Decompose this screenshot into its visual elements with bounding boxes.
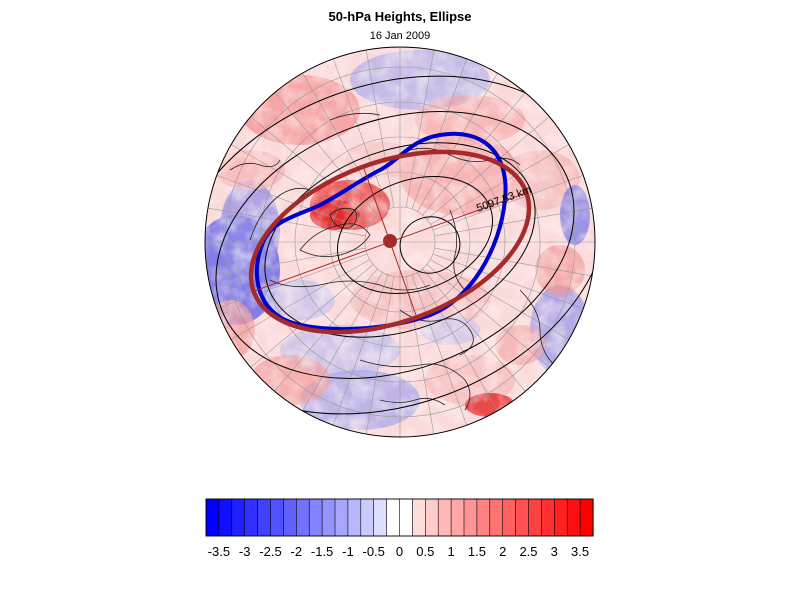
- colorbar-cell: [476, 498, 491, 537]
- meridian-line: [417, 68, 501, 212]
- colorbar-cell: [502, 498, 517, 537]
- colorbar-cell: [360, 498, 375, 537]
- ellipse-center-marker: [383, 234, 397, 248]
- colorbar-tick-label: 2: [499, 544, 506, 559]
- polar-map: 5097.83 km: [204, 46, 596, 438]
- meridian-line: [299, 272, 383, 416]
- meridian-line: [211, 173, 368, 231]
- meridian-line: [432, 173, 589, 231]
- colorbar-cell: [347, 498, 362, 537]
- colorbar-cell: [270, 498, 284, 537]
- colorbar-tick-label: -0.5: [362, 544, 384, 559]
- vortex-edge-contour: [254, 131, 508, 332]
- colorbar-cell: [244, 498, 259, 537]
- colorbar-tick-label: -3: [239, 544, 251, 559]
- meridian-line: [405, 47, 436, 208]
- colorbar-cell: [308, 498, 323, 537]
- colorbar-cell: [553, 498, 568, 537]
- height-contours: [205, 75, 595, 415]
- colorbar-cell: [412, 498, 426, 537]
- globe-border: [204, 46, 596, 438]
- colorbar-cell: [541, 498, 555, 537]
- colorbar-cell: [424, 498, 439, 537]
- colorbar-tick-label: -1.5: [311, 544, 333, 559]
- colorbar-cell: [218, 498, 233, 537]
- colorbar-tick-label: -2.5: [259, 544, 281, 559]
- meridian-line: [205, 247, 366, 278]
- meridian-line: [411, 53, 469, 210]
- colorbar-cell: [489, 498, 504, 537]
- coastlines: [229, 112, 561, 411]
- meridian-line: [434, 206, 595, 237]
- chart-title: 50-hPa Heights, Ellipse: [328, 9, 472, 24]
- colorbar-tick-label: 2.5: [519, 544, 537, 559]
- chart-subtitle: 16 Jan 2009: [369, 30, 431, 42]
- colorbar-tick-label: 0: [396, 544, 403, 559]
- colorbar-tick-label: -3.5: [208, 544, 230, 559]
- colorbar-cell: [373, 498, 388, 537]
- colorbar-tick-label: -2: [291, 544, 303, 559]
- colorbar-cell: [321, 498, 336, 537]
- colorbar-cell: [399, 498, 413, 537]
- meridian-line: [331, 274, 389, 431]
- colorbar-tick-label: 3: [551, 544, 558, 559]
- meridian-line: [422, 268, 529, 396]
- colorbar-cell: [386, 498, 401, 537]
- meridian-line: [246, 113, 374, 220]
- meridian-line: [299, 68, 383, 212]
- colorbar-cell: [450, 498, 465, 537]
- colorbar-tick-label: -1: [342, 544, 354, 559]
- colorbar-cell: [295, 498, 310, 537]
- meridian-line: [246, 264, 374, 371]
- meridian-line: [417, 272, 501, 416]
- meridian-line: [434, 247, 595, 278]
- meridian-line: [430, 259, 574, 343]
- graticule: [205, 47, 595, 437]
- colorbar-cell: [257, 498, 272, 537]
- colorbar-cell: [528, 498, 542, 537]
- meridian-line: [211, 253, 368, 311]
- colorbar-cell: [334, 498, 349, 537]
- colorbar-cell: [205, 498, 220, 537]
- meridian-line: [426, 113, 554, 220]
- meridian-line: [426, 264, 554, 371]
- colorbar-cell: [463, 498, 478, 537]
- colorbar-tick-label: 0.5: [416, 544, 434, 559]
- colorbar-cell: [283, 498, 297, 537]
- colorbar-cell: [566, 498, 581, 537]
- meridian-line: [411, 274, 469, 431]
- colorbar-tick-label: 3.5: [571, 544, 589, 559]
- colorbar-cell: [515, 498, 530, 537]
- meridian-line: [405, 276, 436, 437]
- colorbar-cell: [231, 498, 246, 537]
- meridian-line: [422, 88, 529, 216]
- colorbar-frame: [205, 498, 594, 537]
- fitted-ellipse: [248, 149, 532, 335]
- meridian-line: [331, 53, 389, 210]
- meridian-line: [226, 141, 370, 225]
- meridian-line: [364, 276, 395, 437]
- colorbar-tick-label: 1.5: [468, 544, 486, 559]
- meridian-line: [271, 88, 378, 216]
- meridian-line: [432, 253, 589, 311]
- colorbar-tick-label: 1: [447, 544, 454, 559]
- colorbar-cell: [437, 498, 452, 537]
- meridian-line: [364, 47, 395, 208]
- colorbar-cell: [579, 498, 594, 537]
- meridian-line: [430, 141, 574, 225]
